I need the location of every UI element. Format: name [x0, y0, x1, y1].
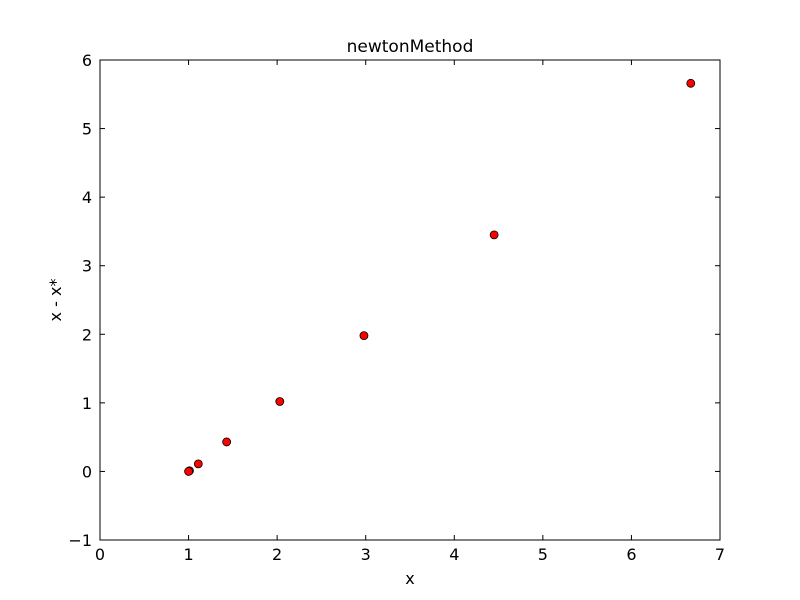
x-tick-label: 2 [272, 545, 282, 564]
y-tick-label: 0 [82, 462, 92, 481]
x-tick-label: 6 [626, 545, 636, 564]
y-axis-label: x - x* [46, 279, 65, 322]
y-tick-label: 2 [82, 325, 92, 344]
y-tick-label: 5 [82, 120, 92, 139]
x-tick-label: 4 [449, 545, 459, 564]
y-tick-label: 6 [82, 51, 92, 70]
scatter-points [184, 78, 696, 476]
x-tick-label: 1 [183, 545, 193, 564]
y-tick-label: 4 [82, 188, 92, 207]
x-axis-label: x [405, 569, 414, 588]
data-point [222, 437, 232, 447]
data-point [275, 397, 285, 406]
y-tick-label: 1 [82, 394, 92, 413]
data-point [184, 467, 193, 476]
x-tick-label: 7 [715, 545, 725, 564]
x-tick-label: 3 [361, 545, 371, 564]
data-point [489, 230, 499, 240]
data-point [686, 78, 696, 88]
plot-frame [99, 59, 721, 541]
y-tick-label: −1 [68, 531, 92, 550]
y-tick-label: 3 [82, 257, 92, 276]
x-tick-label: 5 [538, 545, 548, 564]
x-tick-label: 0 [95, 545, 105, 564]
data-point [359, 331, 369, 341]
data-point [193, 459, 203, 469]
chart-title: newtonMethod [347, 37, 474, 57]
